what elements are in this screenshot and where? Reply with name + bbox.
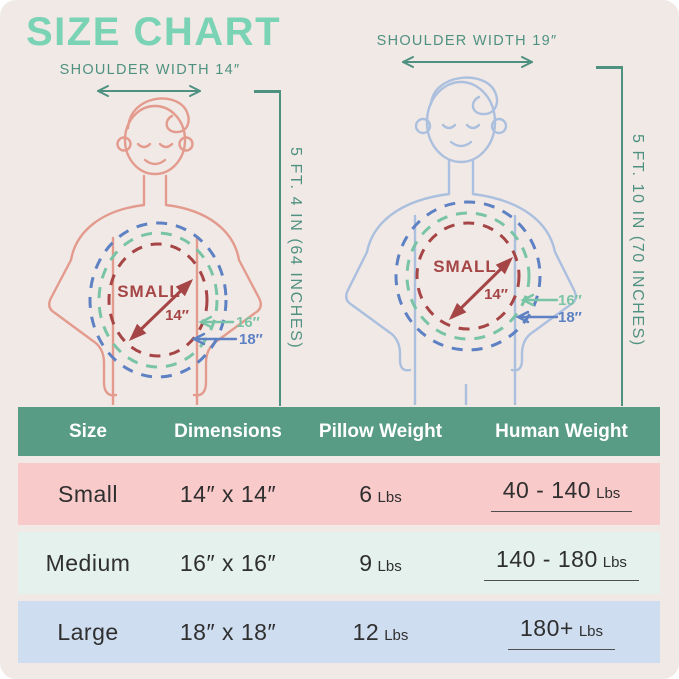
pillow-weight-unit: Lbs [377,557,402,575]
size-table: Size Dimensions Pillow Weight Human Weig… [18,407,660,663]
left-person-figure [48,97,262,405]
right-pillow-small-label: SMALL [433,257,497,276]
left-shoulder-width-label: SHOULDER WIDTH 14″ [59,62,241,78]
table-row-small: Small 14″ x 14″ 6 Lbs 40 - 140 Lbs [18,463,660,525]
human-weight-value: 180+ [520,614,574,641]
right-pillow-18-label: 18″ [558,309,582,326]
pillow-weight-unit: Lbs [384,626,409,644]
pillow-circle-16 [405,211,531,341]
pillow-circle-14 [107,242,209,358]
left-person-torso-right [164,174,262,397]
left-height-label: 5 FT. 4 IN (64 INCHES) [287,146,304,350]
human-weight-unit: Lbs [578,622,603,640]
left-pillow-16-label: 16″ [236,314,260,331]
cell-dimensions: 16″ x 16″ [179,549,277,576]
left-shoulder-double-arrow-icon [97,85,201,97]
human-weight-unit: Lbs [596,484,621,502]
left-person-hair [126,97,190,134]
pointer-line-18 [515,310,559,324]
pillow-circle-18 [394,200,542,352]
cell-size: Medium [45,549,131,576]
pillow-circle-18 [88,221,228,379]
right-person-torso-left [345,158,451,372]
right-height-label: 5 FT. 10 IN (70 INCHES) [629,133,646,347]
right-person-torso-right [471,158,577,372]
right-pillow-14-label: 14″ [484,286,508,303]
right-person-ear [490,117,508,135]
cell-dimensions: 14″ x 14″ [179,480,277,507]
left-pillow-small-label: SMALL [117,282,181,301]
cell-pillow-weight: 12 Lbs [298,619,463,646]
right-person-ear [414,117,432,135]
pillow-diameter-arrow [128,279,194,341]
pillow-circle-14 [415,221,521,331]
pointer-line-18 [191,332,238,346]
human-weight-unit: Lbs [602,553,627,571]
left-pillow-18-label: 18″ [239,331,263,348]
right-height-bracket-tick [596,66,623,69]
pointer-line-16 [198,315,235,329]
pillow-weight-value: 12 [352,618,380,645]
right-pillow-16-label: 16″ [558,292,582,309]
table-row-medium: Medium 16″ x 16″ 9 Lbs 140 - 180 Lbs [18,532,660,594]
right-person-eyes [441,123,481,130]
human-weight-underline: 140 - 180 Lbs [484,546,639,581]
cell-dimensions: 18″ x 18″ [179,618,277,645]
left-person-eyes [136,142,174,149]
header-pillow-weight: Pillow Weight [318,420,443,442]
left-height-bracket-line [278,90,281,406]
table-row-large: Large 18″ x 18″ 12 Lbs 180+ Lbs [18,601,660,663]
pillow-weight-value: 6 [359,480,373,507]
right-person-smile [449,140,473,148]
right-shoulder-double-arrow-icon [402,56,533,68]
pillow-weight-unit: Lbs [377,488,402,506]
left-person-face [123,104,187,176]
table-header-row: Size Dimensions Pillow Weight Human Weig… [18,407,660,456]
cell-size: Large [57,618,119,645]
left-pillow-14-label: 14″ [165,307,189,324]
right-height-bracket-line [620,66,623,406]
header-dimensions: Dimensions [174,420,282,442]
pillow-circle-16 [97,231,219,369]
human-weight-underline: 40 - 140 Lbs [490,476,633,512]
left-height-bracket-tick [254,90,281,93]
header-size: Size [68,420,108,442]
left-person-torso-left [48,174,146,397]
cell-human-weight: 140 - 180 Lbs [463,546,660,581]
cell-size: Small [57,480,118,507]
right-person-hair [429,76,499,116]
header-human-weight: Human Weight [495,420,628,442]
right-shoulder-width-label: SHOULDER WIDTH 19″ [376,33,558,49]
human-weight-value: 40 - 140 [502,476,592,503]
human-weight-underline: 180+ Lbs [508,615,615,650]
left-person-ear [178,136,194,152]
pointer-line-16 [520,293,559,307]
pillow-weight-value: 9 [359,549,373,576]
cell-pillow-weight: 9 Lbs [298,550,463,577]
cell-human-weight: 180+ Lbs [463,615,660,650]
right-person-figure [345,76,577,405]
page-title: SIZE CHART [26,10,281,54]
human-weight-value: 140 - 180 [496,545,598,572]
right-person-face [425,80,497,164]
cell-human-weight: 40 - 140 Lbs [463,477,660,512]
left-person-smile [143,158,167,166]
left-person-ear [116,136,132,152]
cell-pillow-weight: 6 Lbs [298,481,463,508]
pillow-diameter-arrow [448,256,514,320]
